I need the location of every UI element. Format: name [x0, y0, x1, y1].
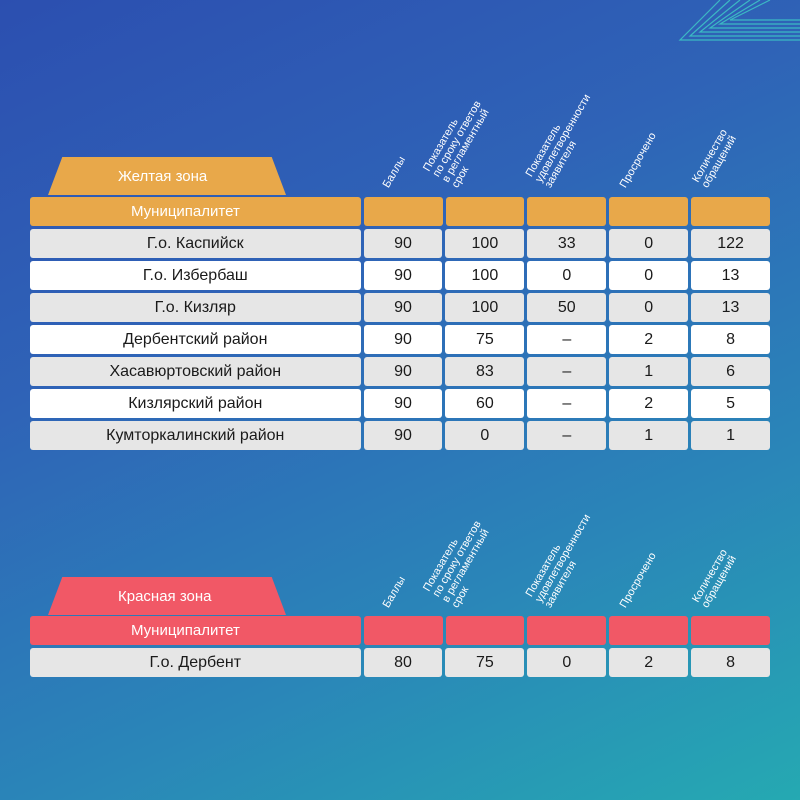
- table-row: Кумторкалинский район 90 0–1 1: [30, 421, 770, 450]
- cell-timeliness: 83: [445, 357, 525, 386]
- cell-requests: 1: [691, 421, 770, 450]
- cell-timeliness: 60: [445, 389, 525, 418]
- table-header-row: Муниципалитет: [30, 616, 770, 645]
- cell-scores: 90: [363, 261, 443, 290]
- cell-scores: 90: [363, 357, 443, 386]
- red-zone-label: Красная зона: [48, 577, 286, 615]
- cell-requests: 13: [691, 261, 770, 290]
- cell-name: Г.о. Кизляр: [30, 293, 361, 322]
- cell-timeliness: 100: [445, 293, 525, 322]
- cell-overdue: 2: [609, 389, 689, 418]
- cell-satisfaction: 33: [527, 229, 607, 258]
- red-zone-title: Красная зона: [118, 587, 212, 605]
- cell-satisfaction: –: [527, 325, 607, 354]
- header-overdue: Просрочено: [617, 550, 659, 610]
- cell-timeliness: 0: [445, 421, 525, 450]
- cell-overdue: 2: [609, 648, 689, 677]
- cell-scores: 90: [363, 389, 443, 418]
- cell-requests: 8: [691, 648, 770, 677]
- cell-name: Г.о. Избербаш: [30, 261, 361, 290]
- cell-satisfaction: –: [527, 357, 607, 386]
- table-row: Кизлярский район 90 60–2 5: [30, 389, 770, 418]
- cell-overdue: 1: [609, 421, 689, 450]
- header-scores: Баллы: [380, 574, 409, 610]
- decorative-lines: [678, 0, 800, 41]
- table-row: Дербентский район 90 75–2 8: [30, 325, 770, 354]
- cell-satisfaction: 0: [527, 648, 607, 677]
- cell-satisfaction: 0: [527, 261, 607, 290]
- cell-scores: 90: [363, 421, 443, 450]
- cell-name: Кизлярский район: [30, 389, 361, 418]
- header-overdue: Просрочено: [617, 130, 659, 190]
- cell-timeliness: 75: [445, 325, 525, 354]
- cell-requests: 5: [691, 389, 770, 418]
- header-requests: Количество обращений: [690, 547, 740, 610]
- header-satisfaction: Показатель удовлетворенности заявителя: [523, 92, 594, 190]
- cell-timeliness: 100: [445, 229, 525, 258]
- table-header-row: Муниципалитет: [30, 197, 770, 226]
- cell-overdue: 1: [609, 357, 689, 386]
- cell-satisfaction: 50: [527, 293, 607, 322]
- yellow-column-headers: Баллы Показатель по сроку ответов в реглам…: [0, 92, 800, 190]
- header-timeliness: Показатель по сроку ответов в регламентный…: [421, 518, 492, 610]
- yellow-zone-table: Муниципалитет Г.о. Каспийск 90 100 33 0 122 Г.…: [30, 197, 770, 453]
- cell-scores: 90: [363, 229, 443, 258]
- cell-requests: 8: [691, 325, 770, 354]
- header-scores: Баллы: [380, 154, 409, 190]
- cell-name: Г.о. Каспийск: [30, 229, 361, 258]
- cell-requests: 13: [691, 293, 770, 322]
- header-municipality: Муниципалитет: [30, 616, 361, 645]
- red-column-headers: Баллы Показатель по сроку ответов в реглам…: [0, 512, 800, 610]
- header-municipality: Муниципалитет: [30, 197, 361, 226]
- cell-name: Дербентский район: [30, 325, 361, 354]
- cell-overdue: 0: [609, 229, 689, 258]
- cell-name: Кумторкалинский район: [30, 421, 361, 450]
- cell-scores: 90: [363, 293, 443, 322]
- cell-overdue: 0: [609, 261, 689, 290]
- cell-name: Г.о. Дербент: [30, 648, 361, 677]
- red-zone-table: Муниципалитет Г.о. Дербент 80 75 0 2 8: [30, 616, 770, 680]
- cell-scores: 90: [363, 325, 443, 354]
- cell-overdue: 0: [609, 293, 689, 322]
- table-row: Г.о. Каспийск 90 100 33 0 122: [30, 229, 770, 258]
- header-timeliness: Показатель по сроку ответов в регламентный…: [421, 98, 492, 190]
- header-satisfaction: Показатель удовлетворенности заявителя: [523, 512, 594, 610]
- cell-timeliness: 100: [445, 261, 525, 290]
- table-row: Г.о. Кизляр 90 100 50 0 13: [30, 293, 770, 322]
- table-row: Хасавюртовский район 90 83–1 6: [30, 357, 770, 386]
- cell-satisfaction: –: [527, 421, 607, 450]
- cell-timeliness: 75: [445, 648, 525, 677]
- yellow-zone-title: Желтая зона: [118, 167, 208, 185]
- cell-name: Хасавюртовский район: [30, 357, 361, 386]
- header-requests: Количество обращений: [690, 127, 740, 190]
- table-row: Г.о. Избербаш 90 100 0 0 13: [30, 261, 770, 290]
- cell-requests: 6: [691, 357, 770, 386]
- cell-satisfaction: –: [527, 389, 607, 418]
- cell-scores: 80: [363, 648, 443, 677]
- cell-overdue: 2: [609, 325, 689, 354]
- table-row: Г.о. Дербент 80 75 0 2 8: [30, 648, 770, 677]
- yellow-zone-label: Желтая зона: [48, 157, 286, 195]
- cell-requests: 122: [691, 229, 770, 258]
